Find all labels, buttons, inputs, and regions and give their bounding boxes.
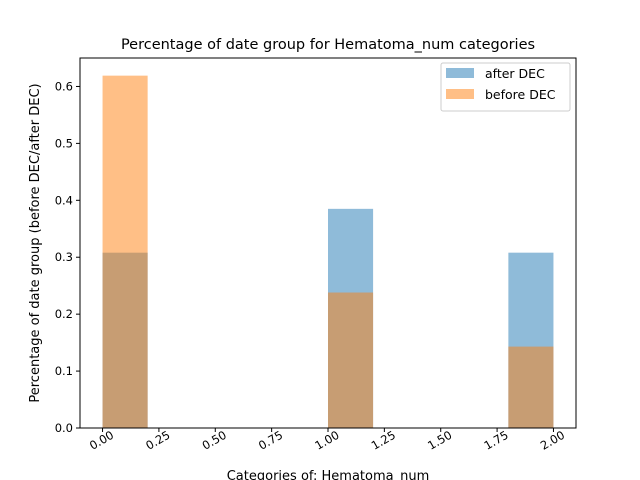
y-tick-label: 0.0 bbox=[55, 421, 73, 435]
y-axis-label: Percentage of date group (before DEC/aft… bbox=[28, 83, 43, 402]
x-axis-label: Categories of: Hematoma_num bbox=[227, 469, 430, 480]
legend: after DEC before DEC bbox=[440, 62, 571, 112]
bar-before-dec-1 bbox=[328, 292, 374, 428]
y-tick-label: 0.1 bbox=[55, 364, 73, 378]
legend-swatch bbox=[446, 89, 474, 99]
y-tick-label: 0.6 bbox=[55, 79, 73, 93]
bar-before-dec-0 bbox=[102, 75, 148, 429]
y-axis: 0.0 0.1 0.2 0.3 0.4 0.5 0.6 bbox=[55, 79, 80, 435]
y-tick-label: 0.2 bbox=[55, 307, 73, 321]
chart-title: Percentage of date group for Hematoma_nu… bbox=[121, 37, 535, 53]
y-tick-label: 0.4 bbox=[55, 193, 73, 207]
bars-layer bbox=[102, 75, 554, 429]
y-tick-label: 0.5 bbox=[55, 136, 73, 150]
bar-before-dec-2 bbox=[508, 346, 554, 428]
legend-label: before DEC bbox=[485, 87, 556, 102]
legend-label: after DEC bbox=[485, 66, 545, 81]
y-tick-label: 0.3 bbox=[55, 250, 73, 264]
legend-swatch bbox=[446, 68, 474, 78]
